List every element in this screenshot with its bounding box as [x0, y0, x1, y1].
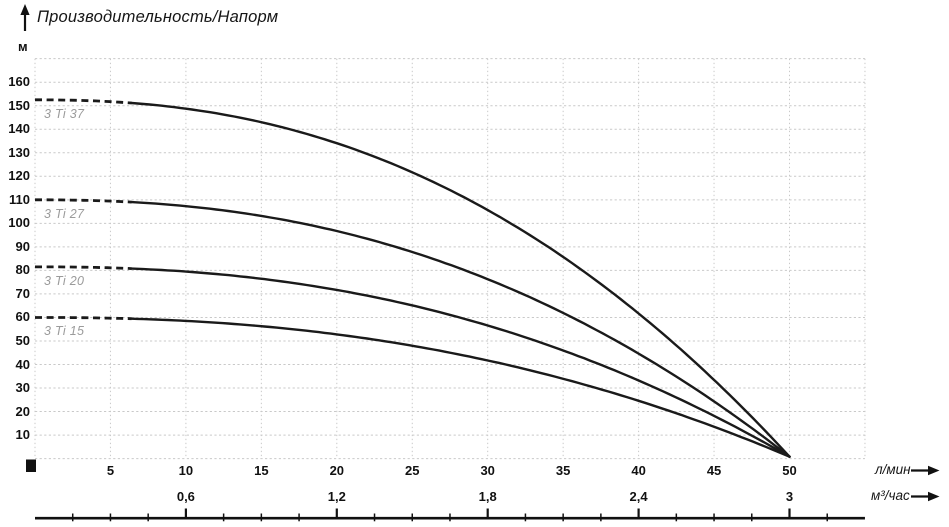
- y-tick-label: 140: [8, 121, 30, 137]
- y-tick-label: 160: [8, 74, 30, 90]
- pump-curve: [130, 267, 791, 458]
- x-tick-label-m3h: 0,6: [176, 488, 195, 504]
- y-tick-label: 10: [15, 427, 30, 443]
- pump-curve-label: 3 Ti 15: [44, 324, 85, 339]
- x-tick-label-lmin: 25: [405, 462, 420, 478]
- x-tick-label-lmin: 50: [782, 462, 797, 478]
- x-tick-label-m3h: 1,8: [478, 488, 497, 504]
- y-tick-label: 150: [8, 97, 30, 113]
- pump-curve-dashed: [35, 98, 132, 105]
- x-tick-label-lmin: 40: [631, 462, 646, 478]
- y-tick-label: 70: [15, 285, 30, 301]
- x-tick-label-lmin: 10: [178, 462, 194, 478]
- x-tick-label-lmin: 5: [106, 462, 115, 478]
- x-tick-label-m3h: 2,4: [629, 488, 648, 504]
- pump-curve: [130, 200, 791, 458]
- y-axis-unit: м: [18, 39, 28, 54]
- pump-curve-dashed: [35, 316, 132, 321]
- x-axis-unit-lmin: л/мин: [875, 462, 911, 477]
- origin-marker: [26, 459, 36, 472]
- right-arrow-icon: [928, 465, 940, 476]
- pump-curve-label: 3 Ti 27: [44, 206, 85, 221]
- x-tick-label-m3h: 1,2: [327, 488, 346, 504]
- y-tick-label: 130: [8, 144, 30, 160]
- y-tick-label: 20: [15, 403, 30, 419]
- y-tick-label: 40: [15, 356, 30, 372]
- chart-title: Производительность/Напорм: [37, 8, 279, 26]
- x-tick-label-lmin: 45: [706, 462, 722, 478]
- y-tick-label: 110: [9, 191, 30, 207]
- y-tick-label: 50: [15, 332, 30, 348]
- y-tick-label: 90: [15, 238, 30, 254]
- pump-curve-label: 3 Ti 37: [44, 106, 85, 121]
- y-tick-label: 120: [8, 168, 30, 184]
- x-tick-label-lmin: 30: [480, 462, 495, 478]
- y-tick-label: 30: [15, 380, 30, 396]
- x-tick-label-lmin: 20: [329, 462, 345, 478]
- right-arrow-icon: [928, 491, 940, 502]
- x-axis-unit-m3h: м³/час: [871, 488, 910, 503]
- x-tick-label-m3h: 3: [785, 488, 794, 504]
- y-tick-label: 100: [8, 215, 30, 231]
- y-tick-label: 80: [15, 262, 30, 278]
- x-tick-label-lmin: 35: [555, 462, 571, 478]
- x-tick-label-lmin: 15: [254, 462, 269, 478]
- pump-curve: [130, 317, 791, 458]
- pump-curve: [130, 101, 791, 458]
- pump-curve-label: 3 Ti 20: [44, 273, 85, 288]
- pump-curve-dashed: [35, 265, 132, 270]
- pump-curve-dashed: [35, 198, 132, 204]
- up-arrow-icon: [20, 4, 30, 15]
- y-tick-label: 60: [15, 309, 30, 325]
